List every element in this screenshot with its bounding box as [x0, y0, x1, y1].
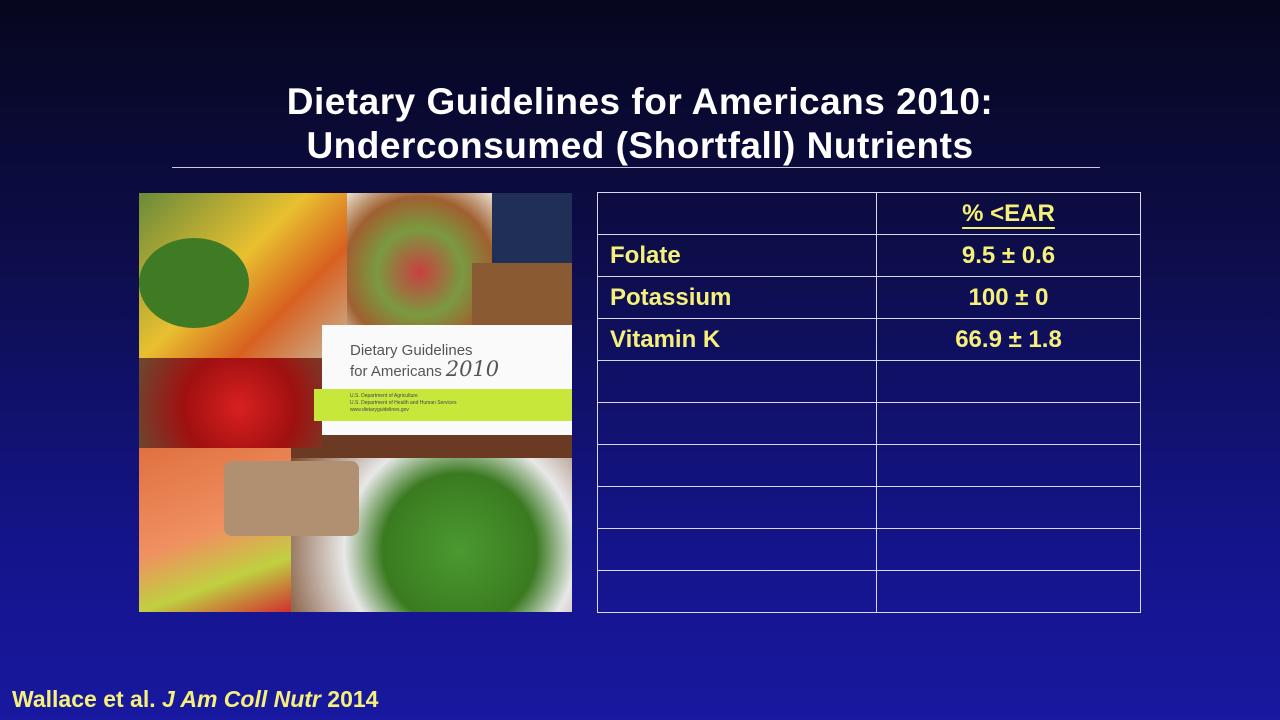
empty-cell	[597, 360, 877, 403]
title-divider	[172, 167, 1100, 168]
citation-year: 2014	[327, 686, 379, 712]
cover-website: www.dietaryguidelines.gov	[350, 407, 409, 413]
nutrient-value: 66.9 ± 1.8	[876, 318, 1141, 361]
nutrient-value: 9.5 ± 0.6	[876, 234, 1141, 277]
citation-journal: J Am Coll Nutr	[162, 686, 321, 712]
cover-agency-2: U.S. Department of Health and Human Serv…	[350, 400, 457, 406]
table-row: Potassium 100 ± 0	[597, 276, 1141, 319]
header-ear: % <EAR	[962, 199, 1055, 227]
bean-salad-photo	[347, 193, 492, 325]
empty-cell	[597, 444, 877, 487]
empty-cell	[876, 402, 1141, 445]
empty-row	[597, 570, 1141, 613]
empty-row	[597, 528, 1141, 571]
empty-cell	[597, 402, 877, 445]
header-empty-cell	[597, 192, 877, 235]
tomato-photo	[139, 358, 322, 448]
cover-title-line-2: for Americans	[350, 363, 442, 380]
cover-agency-1: U.S. Department of Agriculture	[350, 393, 418, 399]
empty-cell	[876, 486, 1141, 529]
empty-row	[597, 486, 1141, 529]
empty-cell	[876, 528, 1141, 571]
cover-card: Dietary Guidelines for Americans 2010 U.S…	[314, 325, 572, 435]
empty-cell	[876, 360, 1141, 403]
empty-cell	[597, 486, 877, 529]
empty-cell	[876, 444, 1141, 487]
nutrient-name: Potassium	[597, 276, 877, 319]
table-header-row: % <EAR	[597, 192, 1141, 235]
nutrient-name: Vitamin K	[597, 318, 877, 361]
empty-row	[597, 444, 1141, 487]
dietary-guidelines-cover-image: Dietary Guidelines for Americans 2010 U.S…	[139, 193, 572, 612]
cover-agency-band: U.S. Department of Agriculture U.S. Depa…	[314, 389, 572, 421]
blueberries-photo	[492, 193, 572, 263]
broccoli-photo	[139, 238, 249, 328]
title-line-1: Dietary Guidelines for Americans 2010:	[286, 81, 994, 122]
title-line-2: Underconsumed (Shortfall) Nutrients	[306, 125, 974, 166]
empty-cell	[597, 570, 877, 613]
slide-title: Dietary Guidelines for Americans 2010: U…	[0, 80, 1280, 168]
cover-title: Dietary Guidelines for Americans 2010	[350, 341, 499, 381]
empty-row	[597, 402, 1141, 445]
table-row: Folate 9.5 ± 0.6	[597, 234, 1141, 277]
empty-cell	[597, 528, 877, 571]
bread-photo	[472, 263, 572, 325]
citation-authors: Wallace et al.	[12, 686, 156, 712]
nutrient-name: Folate	[597, 234, 877, 277]
citation: Wallace et al. J Am Coll Nutr 2014	[12, 686, 378, 713]
nutrient-table: % <EAR Folate 9.5 ± 0.6 Potassium 100 ± …	[597, 192, 1141, 613]
header-cell: % <EAR	[876, 192, 1141, 235]
empty-row	[597, 360, 1141, 403]
cover-title-line-1: Dietary Guidelines	[350, 342, 473, 359]
cereal-photo	[224, 461, 359, 536]
empty-cell	[876, 570, 1141, 613]
cover-year: 2010	[445, 357, 500, 381]
table-row: Vitamin K 66.9 ± 1.8	[597, 318, 1141, 361]
nutrient-value: 100 ± 0	[876, 276, 1141, 319]
